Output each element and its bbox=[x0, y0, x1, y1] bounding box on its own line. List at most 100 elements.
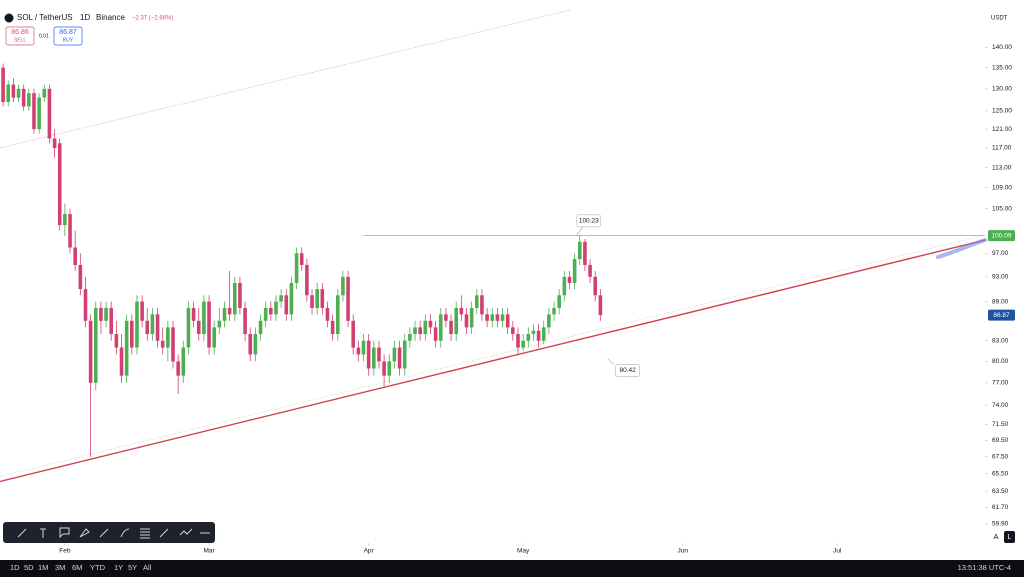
candle-body bbox=[469, 307, 474, 328]
toolbar-icons bbox=[17, 527, 210, 539]
candle-body bbox=[186, 307, 191, 348]
candle-body bbox=[16, 88, 21, 98]
y-tick-label: 74.00 bbox=[992, 402, 1009, 409]
range-button[interactable]: 1M bbox=[38, 563, 48, 572]
candle-body bbox=[428, 320, 433, 328]
candle-body bbox=[305, 264, 309, 296]
y-tick-label: 125.00 bbox=[992, 108, 1012, 115]
candle-body bbox=[6, 84, 11, 102]
y-tick-label: 140.00 bbox=[992, 44, 1012, 51]
candle-body bbox=[511, 327, 515, 335]
range-button[interactable]: All bbox=[143, 563, 152, 572]
y-tick-label: 69.50 bbox=[992, 437, 1009, 444]
candle-body bbox=[438, 314, 443, 341]
candle-body bbox=[320, 289, 325, 308]
candle-body bbox=[444, 314, 448, 321]
candle-body bbox=[562, 276, 567, 296]
candle-body bbox=[181, 347, 186, 376]
y-tick-label: 109.00 bbox=[992, 184, 1012, 191]
callout-box bbox=[576, 214, 602, 228]
candle-body bbox=[135, 301, 139, 348]
y-tick-label: 105.00 bbox=[992, 205, 1012, 212]
range-button[interactable]: 3M bbox=[55, 563, 65, 572]
candle-body bbox=[57, 143, 62, 226]
symbol-icon bbox=[4, 13, 14, 23]
candle-body bbox=[263, 307, 268, 321]
y-tick-label: 135.00 bbox=[992, 64, 1012, 71]
x-tick-label: Mar bbox=[203, 548, 215, 555]
candle-body bbox=[526, 334, 531, 341]
candle-body bbox=[413, 327, 417, 335]
candle-body bbox=[593, 276, 598, 296]
log-scale-button[interactable] bbox=[1004, 531, 1015, 543]
sell-button[interactable] bbox=[5, 26, 35, 46]
candle-body bbox=[253, 334, 258, 355]
candle-body bbox=[52, 138, 57, 149]
candle-body bbox=[315, 289, 319, 308]
y-tick-label: 97.00 bbox=[992, 250, 1009, 257]
auto-scale[interactable]: A bbox=[993, 532, 998, 541]
range-button[interactable]: 5D bbox=[24, 563, 34, 572]
callout-label: 100.23 bbox=[579, 218, 599, 225]
candle-body bbox=[366, 340, 371, 369]
candle-body bbox=[356, 347, 361, 355]
highlight-stroke bbox=[936, 238, 987, 259]
candle-body bbox=[454, 307, 458, 335]
last-price-label-tag bbox=[988, 309, 1015, 321]
callout-pointer bbox=[576, 226, 584, 236]
spread: 0.01 bbox=[39, 33, 49, 39]
channel-line bbox=[0, 9, 571, 149]
candle-body bbox=[243, 307, 247, 335]
candle-body bbox=[207, 301, 211, 348]
x-tick-label: Jul bbox=[833, 548, 842, 555]
y-tick-label: 83.00 bbox=[992, 337, 1009, 344]
candle-body bbox=[335, 295, 340, 335]
candle-body bbox=[238, 282, 242, 308]
candle-body bbox=[11, 84, 16, 98]
candle-body bbox=[166, 327, 170, 348]
y-tick-label: 93.00 bbox=[992, 274, 1009, 281]
candle-body bbox=[377, 347, 381, 362]
candle-body bbox=[150, 314, 155, 335]
candle-body bbox=[68, 214, 72, 248]
candle-body bbox=[557, 295, 561, 308]
candle-body bbox=[459, 307, 464, 315]
currency[interactable]: USDT bbox=[991, 16, 1008, 22]
range-button[interactable]: 5Y bbox=[128, 563, 137, 572]
candle-body bbox=[351, 320, 356, 348]
candle-body bbox=[536, 330, 541, 341]
range-button[interactable]: 1D bbox=[10, 563, 20, 572]
candle-body bbox=[37, 97, 41, 130]
candle-body bbox=[130, 320, 134, 348]
y-tick-label: 130.00 bbox=[992, 86, 1012, 93]
callout-box bbox=[615, 364, 640, 377]
exchange: Binance bbox=[96, 13, 125, 22]
candle-body bbox=[109, 307, 114, 335]
candle-body bbox=[93, 307, 98, 383]
sell-label: SELL bbox=[14, 37, 26, 43]
candle-body bbox=[567, 276, 572, 283]
range-button[interactable]: 6M bbox=[72, 563, 82, 572]
range-button[interactable]: 1Y bbox=[114, 563, 123, 572]
candle-body bbox=[474, 295, 479, 308]
candle-body bbox=[155, 314, 160, 341]
y-tick-label: 63.50 bbox=[992, 488, 1009, 495]
buy-button[interactable] bbox=[53, 26, 83, 46]
candle-body bbox=[583, 241, 587, 265]
callout-pointer bbox=[607, 358, 614, 365]
candle-body bbox=[387, 361, 392, 376]
candle-body bbox=[140, 301, 144, 321]
y-tick-label: 65.50 bbox=[992, 470, 1009, 477]
candle-body bbox=[212, 327, 216, 348]
candle-body bbox=[284, 295, 289, 315]
candle-body bbox=[27, 93, 31, 107]
candle-body bbox=[258, 320, 263, 335]
y-tick-label: 61.70 bbox=[992, 504, 1009, 511]
candle-body bbox=[88, 320, 93, 383]
candle-body bbox=[119, 347, 124, 376]
range-button[interactable]: YTD bbox=[90, 563, 106, 572]
candle-body bbox=[217, 320, 222, 328]
candle-body bbox=[124, 320, 129, 376]
candle-body bbox=[83, 289, 88, 321]
